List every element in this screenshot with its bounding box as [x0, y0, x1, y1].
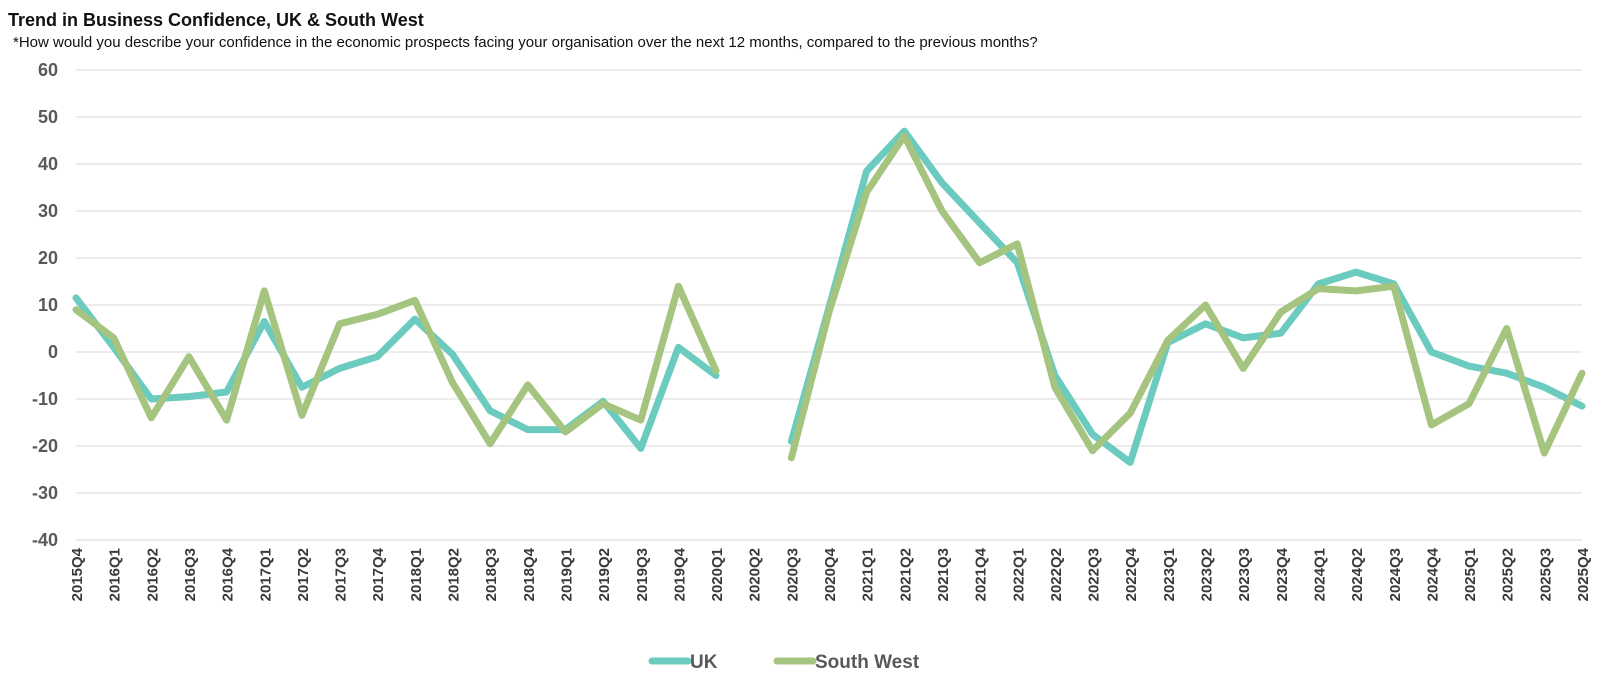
x-tick-label: 2016Q2: [144, 548, 161, 601]
legend: UK South West: [648, 652, 920, 673]
y-tick-label: 60: [38, 60, 58, 80]
y-tick-label: -30: [32, 483, 58, 503]
series-lines: [72, 127, 1586, 466]
y-tick-label: 50: [38, 107, 58, 127]
x-tick-label: 2023Q3: [1236, 548, 1253, 601]
y-tick-label: -20: [32, 436, 58, 456]
chart-title: Trend in Business Confidence, UK & South…: [8, 10, 424, 30]
y-tick-label: 20: [38, 248, 58, 268]
x-tick-label: 2021Q3: [935, 548, 952, 601]
y-tick-label: 0: [48, 342, 58, 362]
x-axis-ticks: 2015Q4 2016Q1 2016Q2 2016Q3 2016Q4 2017Q1 2017…: [69, 547, 1592, 601]
y-tick-label: 10: [38, 295, 58, 315]
x-tick-label: 2020Q4: [822, 547, 839, 601]
x-tick-label: 2018Q2: [446, 548, 463, 601]
x-tick-label: 2022Q1: [1010, 548, 1027, 601]
x-tick-label: 2021Q1: [860, 548, 877, 601]
x-tick-label: 2018Q3: [483, 548, 500, 601]
y-axis-ticks: 60 50 40 30 20 10 0 -10 -20 -30 -40: [32, 60, 58, 550]
x-tick-label: 2022Q4: [1123, 547, 1140, 601]
x-tick-label: 2017Q1: [257, 548, 274, 601]
x-tick-label: 2020Q2: [747, 548, 764, 601]
x-tick-label: 2019Q2: [596, 548, 613, 601]
legend-label-0: UK: [690, 652, 718, 673]
x-tick-label: 2024Q4: [1424, 547, 1441, 601]
x-tick-label: 2021Q4: [973, 547, 990, 601]
x-tick-label: 2015Q4: [69, 547, 86, 601]
x-tick-label: 2016Q1: [107, 548, 124, 601]
x-tick-label: 2020Q3: [784, 548, 801, 601]
x-tick-label: 2025Q4: [1575, 547, 1592, 601]
x-tick-label: 2024Q1: [1311, 548, 1328, 601]
x-tick-label: 2019Q1: [558, 548, 575, 601]
x-tick-label: 2017Q2: [295, 548, 312, 601]
x-tick-label: 2023Q1: [1161, 548, 1178, 601]
x-tick-label: 2019Q4: [671, 547, 688, 601]
chart-subtitle: *How would you describe your confidence …: [13, 34, 1038, 51]
x-tick-label: 2019Q3: [634, 548, 651, 601]
x-tick-label: 2024Q2: [1349, 548, 1366, 601]
x-tick-label: 2025Q1: [1462, 548, 1479, 601]
x-tick-label: 2017Q3: [333, 548, 350, 601]
x-tick-label: 2022Q3: [1086, 548, 1103, 601]
x-tick-label: 2022Q2: [1048, 548, 1065, 601]
series-line-1: [72, 132, 1586, 462]
x-tick-label: 2023Q4: [1274, 547, 1291, 601]
x-tick-label: 2016Q3: [182, 548, 199, 601]
x-tick-label: 2018Q4: [521, 547, 538, 601]
y-tick-label: -40: [32, 530, 58, 550]
x-tick-label: 2023Q2: [1199, 548, 1216, 601]
x-tick-label: 2024Q3: [1387, 548, 1404, 601]
x-tick-label: 2016Q4: [220, 547, 237, 601]
legend-label-1: South West: [815, 652, 920, 673]
x-tick-label: 2017Q4: [370, 547, 387, 601]
y-tick-label: 40: [38, 154, 58, 174]
x-tick-label: 2025Q3: [1537, 548, 1554, 601]
y-tick-label: -10: [32, 389, 58, 409]
gridlines: [76, 69, 1582, 541]
x-tick-label: 2018Q1: [408, 548, 425, 601]
y-tick-label: 30: [38, 201, 58, 221]
x-tick-label: 2020Q1: [709, 548, 726, 601]
x-tick-label: 2025Q2: [1500, 548, 1517, 601]
x-tick-label: 2021Q2: [897, 548, 914, 601]
